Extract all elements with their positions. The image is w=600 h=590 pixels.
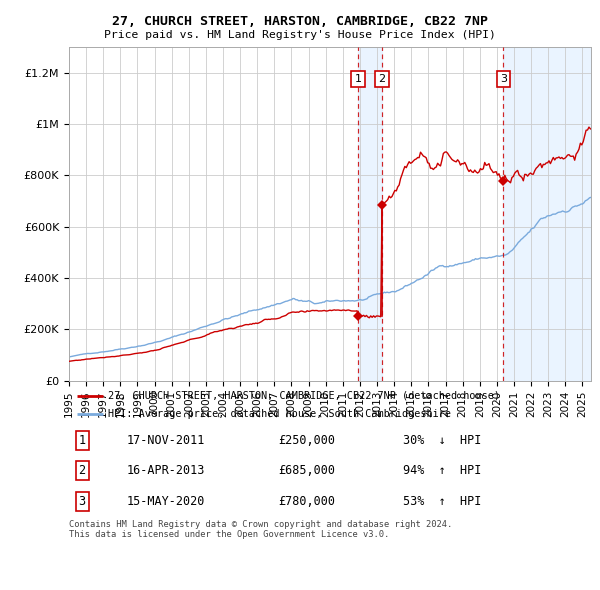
Text: £780,000: £780,000 — [278, 495, 335, 508]
Text: 3: 3 — [500, 74, 507, 84]
Text: Price paid vs. HM Land Registry's House Price Index (HPI): Price paid vs. HM Land Registry's House … — [104, 30, 496, 40]
Text: 17-NOV-2011: 17-NOV-2011 — [127, 434, 205, 447]
Text: 2: 2 — [379, 74, 386, 84]
Text: 30%  ↓  HPI: 30% ↓ HPI — [403, 434, 481, 447]
Text: £250,000: £250,000 — [278, 434, 335, 447]
Text: 15-MAY-2020: 15-MAY-2020 — [127, 495, 205, 508]
Text: Contains HM Land Registry data © Crown copyright and database right 2024.: Contains HM Land Registry data © Crown c… — [69, 520, 452, 529]
Text: 27, CHURCH STREET, HARSTON, CAMBRIDGE, CB22 7NP (detached house): 27, CHURCH STREET, HARSTON, CAMBRIDGE, C… — [108, 391, 500, 401]
Text: 1: 1 — [79, 434, 86, 447]
Text: 1: 1 — [355, 74, 361, 84]
Text: 2: 2 — [79, 464, 86, 477]
Text: 53%  ↑  HPI: 53% ↑ HPI — [403, 495, 481, 508]
Text: £685,000: £685,000 — [278, 464, 335, 477]
Bar — [503, 47, 591, 381]
Text: 27, CHURCH STREET, HARSTON, CAMBRIDGE, CB22 7NP: 27, CHURCH STREET, HARSTON, CAMBRIDGE, C… — [112, 15, 488, 28]
Text: This data is licensed under the Open Government Licence v3.0.: This data is licensed under the Open Gov… — [69, 530, 389, 539]
Text: 16-APR-2013: 16-APR-2013 — [127, 464, 205, 477]
Text: 3: 3 — [79, 495, 86, 508]
Bar — [358, 47, 382, 381]
Text: 94%  ↑  HPI: 94% ↑ HPI — [403, 464, 481, 477]
Text: HPI: Average price, detached house, South Cambridgeshire: HPI: Average price, detached house, Sout… — [108, 409, 451, 419]
